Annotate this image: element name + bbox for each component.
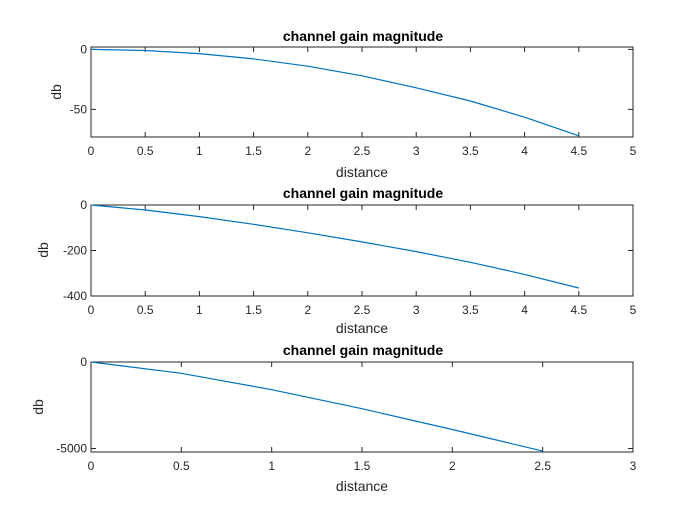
subplot-3-title: channel gain magnitude	[283, 342, 443, 358]
x-tick-label: 1.5	[245, 303, 262, 317]
subplot-2-axes-box	[90, 204, 634, 297]
x-tick-label: 3	[630, 459, 637, 473]
subplot-2-series-line	[90, 204, 579, 289]
x-tick-label: 1.5	[245, 144, 262, 158]
x-tick-label: 4	[521, 303, 528, 317]
subplot-2: channel gain magnitude 0 0.5 1 1.5 2 2.5 3 3.5 4…	[35, 185, 637, 336]
subplot-3-y-axis-label: db	[30, 399, 46, 415]
x-tick-label: 1	[268, 459, 275, 473]
y-tick-label: -400	[63, 289, 87, 303]
y-tick-label: 0	[80, 198, 87, 212]
subplot-3-x-axis-label: distance	[336, 478, 388, 494]
subplot-1-series-line	[90, 48, 579, 137]
y-tick-label: -200	[63, 244, 87, 258]
subplot-3-series-line	[90, 361, 543, 452]
y-tick-label: 0	[80, 355, 87, 369]
x-tick-label: 5	[630, 144, 637, 158]
x-tick-label: 0	[88, 303, 95, 317]
x-tick-label: 2	[304, 144, 311, 158]
x-tick-label: 0.5	[137, 303, 154, 317]
y-tick-label: 0	[80, 42, 87, 56]
subplot-2-title: channel gain magnitude	[283, 185, 443, 201]
subplot-1-title: channel gain magnitude	[283, 28, 443, 44]
x-tick-label: 0	[88, 459, 95, 473]
x-tick-label: 5	[630, 303, 637, 317]
x-tick-label: 4	[521, 144, 528, 158]
subplot-2-y-axis-label: db	[35, 242, 51, 258]
subplot-1-axes-box	[90, 46, 634, 138]
x-tick-label: 2.5	[354, 303, 371, 317]
x-tick-label: 1.5	[354, 459, 371, 473]
y-tick-label: -5000	[56, 442, 87, 456]
x-tick-label: 4.5	[570, 303, 587, 317]
subplot-3-x-ticks: 0 0.5 1 1.5 2 2.5 3	[88, 362, 637, 473]
x-tick-label: 3	[413, 144, 420, 158]
x-tick-label: 3.5	[462, 303, 479, 317]
x-tick-label: 0.5	[173, 459, 190, 473]
x-tick-label: 4.5	[570, 144, 587, 158]
x-tick-label: 2.5	[354, 144, 371, 158]
subplot-3: channel gain magnitude 0 0.5 1 1.5 2 2.5 3 0-5…	[30, 342, 637, 494]
subplot-2-y-ticks: 0 -200 -400	[63, 198, 633, 303]
x-tick-label: 0	[88, 144, 95, 158]
subplot-1: channel gain magnitude 0 0.5 1 1.5 2 2.5 3 3.5 4…	[48, 28, 637, 180]
x-tick-label: 0.5	[137, 144, 154, 158]
subplot-1-x-axis-label: distance	[336, 164, 388, 180]
subplot-2-x-ticks: 0 0.5 1 1.5 2 2.5 3 3.5 4 4.5 5	[88, 205, 637, 317]
x-tick-label: 1	[196, 144, 203, 158]
x-tick-label: 2.5	[534, 459, 551, 473]
subplot-2-x-axis-label: distance	[336, 320, 388, 336]
x-tick-label: 3.5	[462, 144, 479, 158]
x-tick-label: 1	[196, 303, 203, 317]
x-tick-label: 3	[413, 303, 420, 317]
subplot-1-y-axis-label: db	[48, 84, 64, 100]
x-tick-label: 2	[449, 459, 456, 473]
y-tick-label: -50	[70, 102, 88, 116]
subplot-1-x-ticks: 0 0.5 1 1.5 2 2.5 3 3.5 4 4.5 5	[88, 47, 637, 158]
subplot-3-axes-box	[90, 361, 634, 453]
x-tick-label: 2	[304, 303, 311, 317]
